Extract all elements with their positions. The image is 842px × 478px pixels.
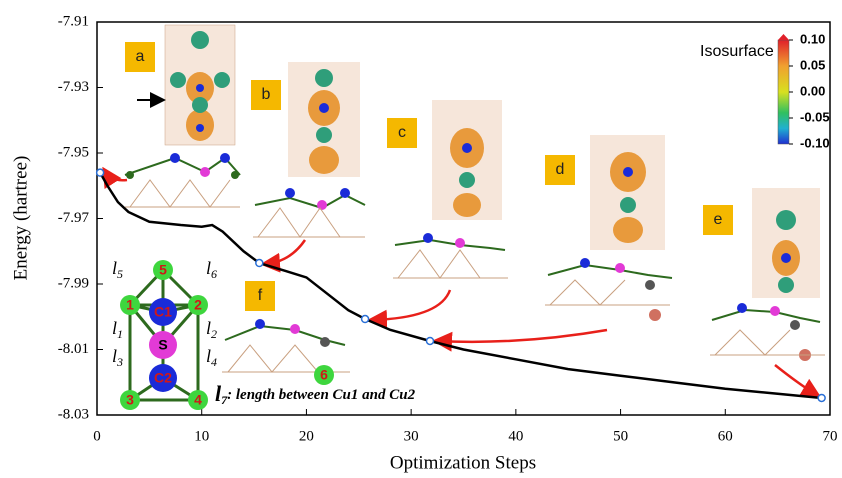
colorbar-tick-label: 0.10 [800, 31, 825, 46]
atom-label: 6 [320, 367, 328, 383]
atom-label: C2 [154, 370, 172, 386]
colorbar-tick-label: 0.05 [800, 57, 825, 72]
structure-diagram: 5 1 2 C1 S C2 3 4 l5 l6 l1 l2 l3 l4 [112, 258, 217, 410]
colorbar-title: Isosurface [700, 43, 774, 60]
y-tick-label: -7.97 [58, 210, 90, 226]
step-marker [256, 260, 263, 267]
bond-label: l5 [112, 258, 123, 281]
colorbar-cap [778, 34, 789, 40]
colorbar-tick-label: 0.00 [800, 83, 825, 98]
bond-note-text: : length between Cu1 and Cu2 [227, 387, 415, 403]
x-tick-label: 50 [613, 428, 628, 444]
bond-label: l4 [206, 346, 217, 369]
x-tick-label: 70 [823, 428, 838, 444]
bond-index: 2 [211, 327, 217, 341]
bond-index: 4 [211, 355, 217, 369]
panel-label: e [714, 211, 723, 228]
y-tick-label: -7.91 [58, 13, 89, 29]
y-tick-label: -8.01 [58, 341, 89, 357]
x-tick-label: 20 [299, 428, 314, 444]
bond-label: l6 [206, 258, 217, 281]
x-tick-label: 30 [404, 428, 419, 444]
y-tick-label: -7.93 [58, 79, 89, 95]
step-marker [818, 394, 825, 401]
bond-note: l7: length between Cu1 and Cu2 [215, 381, 416, 407]
colorbar-tick-label: -0.10 [800, 135, 830, 150]
step-marker [362, 316, 369, 323]
bond-index: 5 [117, 267, 123, 281]
x-tick-label: 0 [93, 428, 101, 444]
step-marker [426, 337, 433, 344]
x-tick-label: 40 [508, 428, 523, 444]
inset-f [222, 319, 350, 372]
y-axis-label: Energy (hartree) [10, 156, 31, 281]
colorbar [778, 40, 789, 144]
bond-label: l2 [206, 318, 217, 341]
atom-label: 3 [126, 392, 134, 408]
step-marker [97, 169, 104, 176]
atom-label: 1 [126, 297, 134, 313]
chart: a Energy (hartree) Optimization Steps -8… [0, 0, 842, 473]
atom-label: S [158, 337, 167, 353]
x-axis-label: Optimization Steps [390, 452, 536, 473]
bond-index: 3 [116, 355, 123, 369]
atom-label: 2 [194, 297, 202, 313]
colorbar-tick-label: -0.05 [800, 109, 830, 124]
bond-label: l3 [112, 346, 123, 369]
x-tick-label: 60 [718, 428, 733, 444]
y-tick-label: -7.99 [58, 275, 89, 291]
panel-label: f [258, 287, 263, 304]
bond-label: l1 [112, 318, 123, 341]
atom-label: 4 [194, 392, 202, 408]
y-tick-label: -8.03 [58, 406, 89, 422]
atom-label: 5 [159, 262, 167, 278]
y-tick-label: -7.95 [58, 144, 89, 160]
panel-label: c [398, 124, 406, 141]
bond-index: 1 [117, 327, 123, 341]
x-tick-label: 10 [194, 428, 209, 444]
panel-label: d [556, 161, 565, 178]
panel-label: a [136, 48, 145, 65]
atom-label: C1 [154, 304, 172, 320]
bond-index: 6 [211, 267, 217, 281]
panel-label: b [262, 86, 271, 103]
